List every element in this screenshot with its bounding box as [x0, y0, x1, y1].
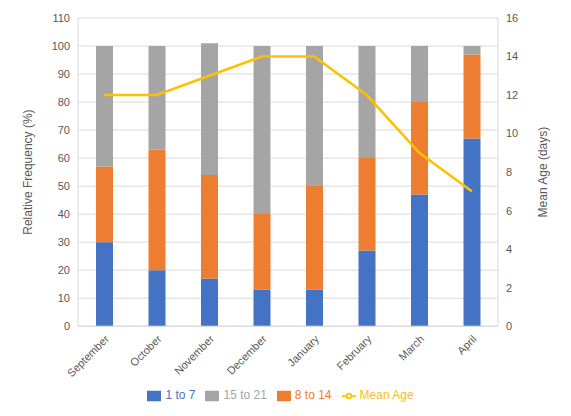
- svg-text:September: September: [65, 332, 112, 379]
- svg-text:January: January: [285, 332, 322, 369]
- svg-text:Relative Frequency (%): Relative Frequency (%): [21, 109, 35, 234]
- svg-text:10: 10: [58, 292, 70, 304]
- svg-text:40: 40: [58, 208, 70, 220]
- svg-text:80: 80: [58, 96, 70, 108]
- svg-text:30: 30: [58, 236, 70, 248]
- svg-text:Mean Age (days): Mean Age (days): [536, 127, 550, 218]
- svg-text:20: 20: [58, 264, 70, 276]
- svg-text:February: February: [334, 332, 374, 372]
- html-text:15 to 21: 15 to 21: [223, 388, 267, 403]
- svg-text:50: 50: [58, 180, 70, 192]
- svg-text:14: 14: [506, 50, 518, 62]
- svg-text:April: April: [455, 333, 479, 357]
- svg-text:90: 90: [58, 68, 70, 80]
- svg-text:70: 70: [58, 124, 70, 136]
- svg-text:60: 60: [58, 152, 70, 164]
- svg-text:100: 100: [52, 40, 70, 52]
- svg-text:December: December: [224, 332, 269, 377]
- svg-text:November: November: [172, 332, 217, 377]
- svg-text:4: 4: [506, 243, 512, 255]
- svg-text:2: 2: [506, 282, 512, 294]
- html-text:1 to 7: 1 to 7: [165, 388, 196, 403]
- svg-text:12: 12: [506, 89, 518, 101]
- svg-text:6: 6: [506, 205, 512, 217]
- svg-text:110: 110: [52, 12, 70, 24]
- svg-text:10: 10: [506, 127, 518, 139]
- svg-text:16: 16: [506, 12, 518, 24]
- svg-text:0: 0: [64, 320, 70, 332]
- svg-text:March: March: [396, 333, 426, 363]
- svg-text:October: October: [128, 332, 164, 368]
- svg-text:8: 8: [506, 166, 512, 178]
- svg-text:0: 0: [506, 320, 512, 332]
- html-text:Mean Age: Mean Age: [359, 388, 414, 403]
- html-text:8 to 14: 8 to 14: [294, 388, 332, 403]
